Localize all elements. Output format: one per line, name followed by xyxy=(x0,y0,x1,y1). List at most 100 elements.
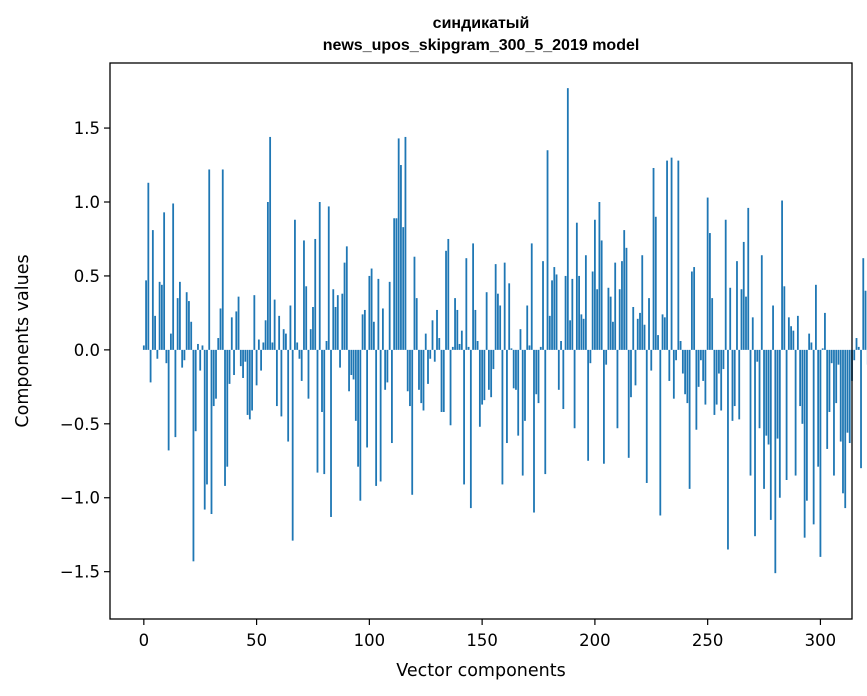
bar xyxy=(736,261,738,350)
bar xyxy=(657,335,659,350)
bar xyxy=(418,349,420,390)
bar xyxy=(815,284,817,350)
bar xyxy=(767,349,770,445)
bar xyxy=(375,349,378,486)
bar xyxy=(860,349,862,469)
x-tick-label: 300 xyxy=(805,631,837,650)
bar xyxy=(280,349,283,417)
bar xyxy=(760,255,763,350)
bar xyxy=(564,275,567,350)
bar xyxy=(650,349,653,371)
bar xyxy=(835,349,838,404)
bar xyxy=(548,315,551,350)
bar xyxy=(623,230,626,350)
bar xyxy=(294,219,296,350)
bar xyxy=(463,349,465,485)
bar xyxy=(269,136,272,350)
bar xyxy=(341,293,344,350)
bar xyxy=(147,182,150,350)
bar xyxy=(336,295,339,350)
bar xyxy=(332,289,335,350)
bar xyxy=(330,349,332,517)
bar xyxy=(257,339,260,350)
y-axis-ticks: −1.5 −1.0 −0.5 0.0 0.5 1.0 1.5 xyxy=(60,119,110,582)
bar xyxy=(790,326,792,350)
bar xyxy=(526,305,529,350)
bar xyxy=(460,330,463,350)
bar xyxy=(253,295,256,350)
bar xyxy=(404,136,407,350)
bar xyxy=(255,349,258,386)
bar xyxy=(260,349,262,371)
bar xyxy=(296,342,299,350)
bar xyxy=(575,222,578,350)
bar xyxy=(751,317,754,350)
bar xyxy=(828,349,831,412)
bar xyxy=(607,287,610,350)
bar xyxy=(208,169,211,350)
bar xyxy=(774,349,777,574)
x-axis-ticks: 0 50 100 150 200 250 300 xyxy=(139,619,837,650)
bar xyxy=(451,346,454,350)
bar xyxy=(596,289,599,350)
bar xyxy=(727,349,729,550)
bar xyxy=(348,349,350,392)
y-tick-label: 1.0 xyxy=(74,193,100,212)
bar xyxy=(181,349,184,368)
bar xyxy=(625,247,628,350)
bar xyxy=(654,216,657,350)
bar xyxy=(487,349,490,390)
bar xyxy=(659,349,662,516)
bar xyxy=(681,349,684,374)
bar xyxy=(397,138,400,350)
bar xyxy=(291,349,294,541)
bar xyxy=(587,349,590,461)
bar xyxy=(160,284,163,350)
bar xyxy=(821,348,824,350)
bar xyxy=(393,218,396,350)
bar xyxy=(325,341,328,350)
bar xyxy=(805,349,808,501)
bar xyxy=(145,280,147,350)
bar xyxy=(675,349,677,361)
bar xyxy=(709,233,711,350)
bar xyxy=(219,308,222,350)
bar xyxy=(652,167,655,350)
bar xyxy=(282,329,285,350)
bar xyxy=(472,243,474,350)
bar xyxy=(584,255,587,350)
x-tick-label: 50 xyxy=(246,631,267,650)
bar xyxy=(287,349,290,442)
bar xyxy=(699,349,702,361)
bar xyxy=(449,349,452,426)
chart-title-line2: news_upos_skipgram_300_5_2019 model xyxy=(323,37,640,54)
bar xyxy=(230,317,233,350)
bar xyxy=(571,278,574,350)
bar xyxy=(183,349,186,361)
bar xyxy=(796,315,799,350)
bar xyxy=(810,342,813,350)
bar xyxy=(690,271,693,350)
bar xyxy=(149,349,152,383)
bar xyxy=(323,349,326,475)
bar xyxy=(357,349,359,467)
bar xyxy=(776,349,779,439)
bar xyxy=(192,349,195,562)
bar xyxy=(535,349,538,395)
bar xyxy=(481,349,484,405)
x-tick-label: 250 xyxy=(692,631,724,650)
bar xyxy=(508,283,511,350)
bar xyxy=(386,349,389,383)
bar xyxy=(321,349,323,412)
bar xyxy=(745,296,747,350)
bar xyxy=(778,349,781,498)
bar xyxy=(833,349,835,476)
bar xyxy=(409,349,411,407)
bar xyxy=(478,349,481,427)
bar xyxy=(298,349,301,359)
bar xyxy=(174,349,177,438)
bar xyxy=(506,349,508,444)
bar xyxy=(769,349,772,520)
bar xyxy=(483,349,486,401)
bar xyxy=(718,349,720,374)
